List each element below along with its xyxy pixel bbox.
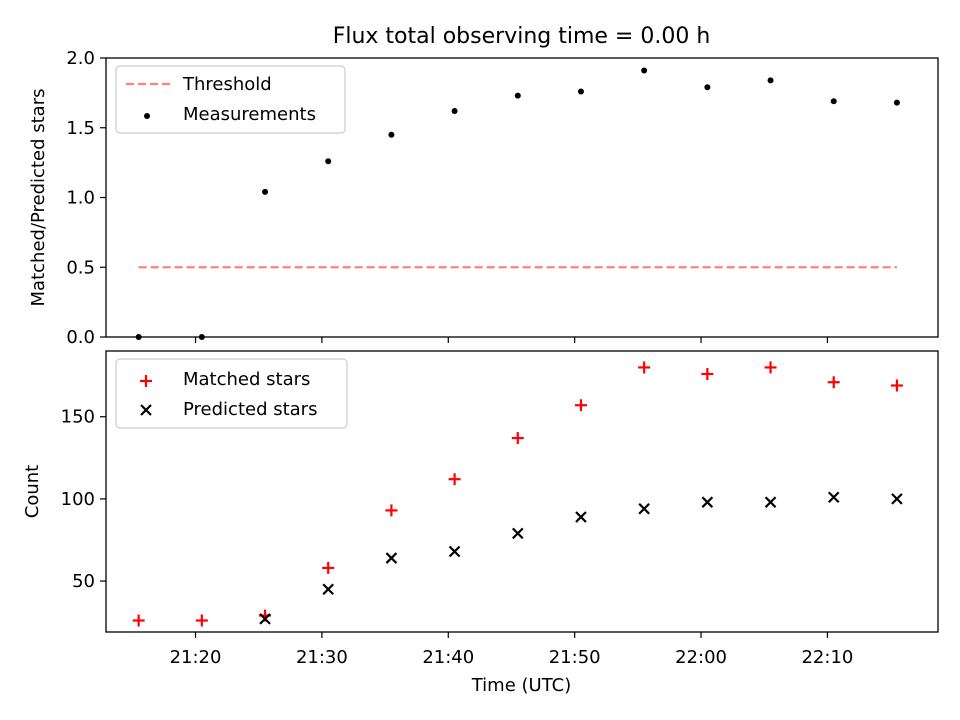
matched-stars-point <box>385 504 398 517</box>
measurement-point <box>767 77 774 84</box>
predicted-stars-point <box>638 502 650 515</box>
measurement-point <box>325 158 332 165</box>
predicted-stars-point <box>891 493 903 505</box>
figure-title: Flux total observing time = 0.00 h <box>333 24 711 49</box>
predicted-stars-point <box>575 511 587 523</box>
matched-stars-point <box>448 473 461 486</box>
predicted-stars-point <box>448 545 461 558</box>
star-count-y-tick-label: 100 <box>61 489 95 510</box>
star-count-axes-frame <box>105 350 939 633</box>
x-tick-label: 21:50 <box>549 647 601 668</box>
measurement-point <box>704 84 711 91</box>
x-tick-label: 22:00 <box>675 647 727 668</box>
measurement-point <box>514 92 521 99</box>
star-count-y-ticks: 50 100 150 <box>61 407 106 592</box>
matched-stars-point <box>511 432 524 445</box>
x-tick-label: 22:10 <box>801 647 853 668</box>
flux-ratio-y-tick-label: 1.5 <box>66 118 95 139</box>
matched-stars-point <box>827 376 840 389</box>
predicted-stars-point <box>701 496 714 508</box>
threshold-legend-label: Threshold <box>182 74 272 95</box>
predicted-stars-point <box>764 496 777 508</box>
star-count-legend-box <box>115 358 348 429</box>
measurement-point <box>388 131 395 138</box>
flux-ratio-y-axis-label: Matched/Predicted stars <box>28 89 49 307</box>
x-tick-label: 21:40 <box>422 647 474 668</box>
matched-stars-point <box>574 399 587 412</box>
measurements-legend-swatch <box>144 113 150 119</box>
flux-ratio-legend: Threshold Measurements <box>115 65 346 134</box>
predicted-stars-point <box>827 491 840 504</box>
star-count-y-tick-label: 50 <box>72 571 95 592</box>
flux-ratio-x-ticks <box>194 337 829 343</box>
predicted-stars-point <box>322 583 334 596</box>
star-count-y-tick-label: 150 <box>61 407 95 428</box>
measurements-legend-label: Measurements <box>183 104 316 125</box>
measurement-point <box>262 188 269 195</box>
flux-ratio-y-tick-label: 2.0 <box>66 48 95 69</box>
matched-stars-legend-swatch <box>140 375 152 387</box>
matched-stars-point <box>195 614 208 627</box>
matched-stars-legend-label: Matched stars <box>183 369 310 390</box>
matched-stars-point <box>638 361 651 374</box>
x-axis-label: Time (UTC) <box>471 675 572 696</box>
measurement-point <box>893 99 900 106</box>
flux-ratio-panel: 0.00.51.01.52.0 Matched/Predicted stars … <box>28 48 939 348</box>
matched-stars-point <box>322 561 335 574</box>
measurement-point <box>641 67 648 74</box>
matched-stars-point <box>890 379 903 392</box>
star-count-x-ticks: 21:20 21:30 21:40 21:50 22:00 22:10 <box>170 632 853 668</box>
measurement-point <box>451 108 458 115</box>
predicted-stars-point <box>385 552 398 564</box>
matched-stars-point <box>701 368 714 381</box>
star-count-plot-area <box>132 361 903 627</box>
predicted-stars-point <box>259 613 271 625</box>
matched-stars-point <box>132 614 145 627</box>
star-count-y-axis-label: Count <box>22 465 43 518</box>
flux-ratio-plot-area <box>135 67 900 340</box>
flux-ratio-legend-box <box>115 65 346 134</box>
flux-ratio-y-tick-label: 0.0 <box>66 327 95 348</box>
predicted-stars-legend-swatch <box>140 404 152 416</box>
predicted-stars-legend-label: Predicted stars <box>183 399 317 420</box>
predicted-stars-point <box>512 527 524 540</box>
star-count-legend: Matched stars Predicted stars <box>115 358 348 429</box>
flux-ratio-y-tick-label: 1.0 <box>66 188 95 209</box>
x-tick-label: 21:30 <box>296 647 348 668</box>
measurement-point <box>830 98 837 105</box>
flux-ratio-y-tick-label: 0.5 <box>66 257 95 278</box>
flux-ratio-y-ticks: 0.0 0.5 1.0 1.5 2.0 <box>66 48 106 348</box>
measurement-point <box>577 88 584 95</box>
x-tick-label: 21:20 <box>170 647 222 668</box>
matched-stars-point <box>764 361 777 374</box>
